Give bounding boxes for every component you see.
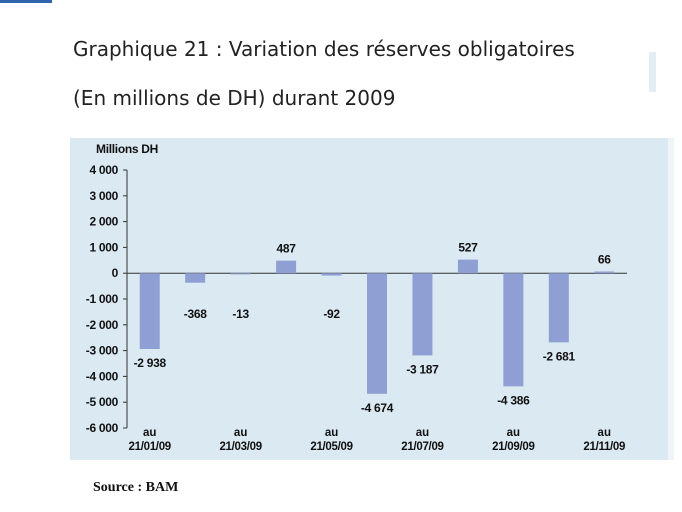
bar	[503, 273, 524, 387]
y-tick-label: -4 000	[86, 369, 119, 383]
bar	[548, 273, 569, 343]
y-tick-label: -2 000	[86, 318, 119, 332]
bar	[412, 273, 433, 356]
bar	[594, 271, 615, 274]
bar-value-label: 487	[277, 242, 297, 256]
bar	[139, 273, 160, 350]
bar-value-label: -13	[232, 307, 249, 321]
bar-value-label: -4 386	[497, 393, 530, 407]
bar	[367, 273, 387, 394]
bar-value-label: -4 674	[361, 401, 394, 415]
y-tick-label: -5 000	[86, 395, 119, 409]
bar-value-label: 527	[458, 241, 478, 255]
x-tick-label: 21/09/09	[492, 441, 534, 453]
side-accent-bar	[649, 52, 656, 92]
x-tick-label: 21/07/09	[401, 441, 443, 453]
bar	[185, 273, 206, 283]
y-tick-label: -6 000	[86, 421, 119, 435]
corner-accent-bar	[0, 0, 52, 3]
chart-title-line-1: Graphique 21 : Variation des réserves ob…	[73, 37, 575, 61]
x-tick-label: 21/05/09	[310, 441, 352, 453]
y-tick-label: 1 000	[89, 240, 118, 254]
y-tick-label: 4 000	[89, 163, 118, 177]
y-tick-label: 0	[112, 266, 119, 280]
source-note: Source : BAM	[93, 480, 179, 495]
bar-value-label: -2 681	[543, 349, 576, 363]
x-category-prefix: au	[325, 427, 338, 439]
bar-value-label: 66	[598, 252, 611, 266]
x-category-prefix: au	[416, 427, 429, 439]
chart-title-line-2: (En millions de DH) durant 2009	[73, 86, 396, 110]
x-category-prefix: au	[143, 427, 156, 439]
x-tick-label: 21/03/09	[219, 441, 261, 453]
x-tick-label: 21/11/09	[583, 441, 625, 453]
y-axis-label: Millions DH	[96, 142, 159, 156]
bar	[230, 273, 251, 275]
bar	[321, 273, 342, 276]
x-tick-label: 21/01/09	[129, 441, 171, 453]
x-category-prefix: au	[234, 427, 247, 439]
y-tick-label: 2 000	[89, 215, 118, 229]
bar-value-label: -2 938	[134, 356, 167, 370]
bar	[276, 260, 297, 274]
bar-value-label: -92	[323, 307, 340, 321]
chart-panel-edge	[668, 138, 674, 460]
bar-value-label: -368	[184, 307, 207, 321]
y-tick-label: -3 000	[86, 344, 119, 358]
x-category-prefix: au	[598, 427, 611, 439]
y-tick-label: 3 000	[89, 189, 118, 203]
y-tick-label: -1 000	[86, 292, 119, 306]
bar	[457, 259, 478, 274]
bar-value-label: -3 187	[406, 362, 439, 376]
x-category-prefix: au	[507, 427, 520, 439]
